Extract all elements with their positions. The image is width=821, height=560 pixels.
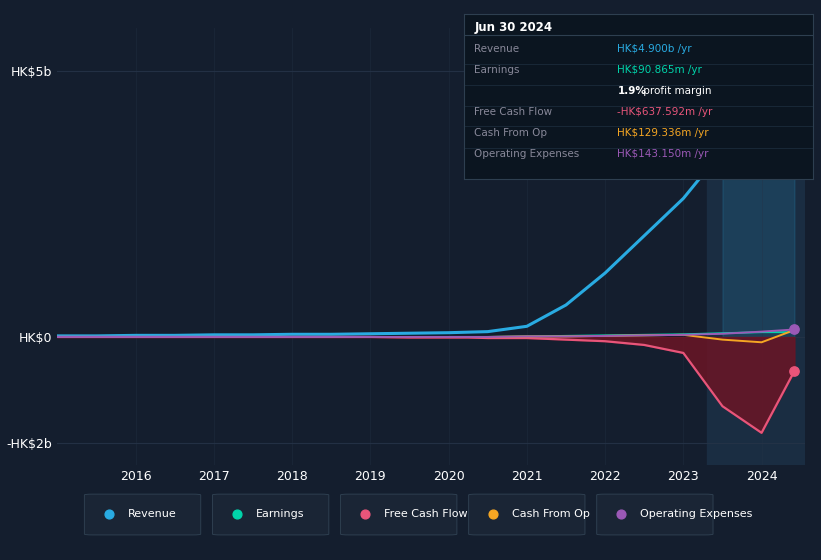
Text: HK$129.336m /yr: HK$129.336m /yr <box>617 128 709 138</box>
Text: Free Cash Flow: Free Cash Flow <box>384 508 468 519</box>
Point <box>359 509 372 518</box>
Text: Cash From Op: Cash From Op <box>475 128 548 138</box>
Text: Operating Expenses: Operating Expenses <box>475 150 580 160</box>
Text: profit margin: profit margin <box>640 86 712 96</box>
Text: HK$143.150m /yr: HK$143.150m /yr <box>617 150 709 160</box>
Text: Free Cash Flow: Free Cash Flow <box>475 106 553 116</box>
Text: Revenue: Revenue <box>475 44 520 54</box>
Text: Jun 30 2024: Jun 30 2024 <box>475 21 553 34</box>
Point <box>788 325 801 334</box>
Text: Operating Expenses: Operating Expenses <box>640 508 753 519</box>
Point <box>231 509 244 518</box>
Text: Revenue: Revenue <box>128 508 177 519</box>
FancyBboxPatch shape <box>341 494 456 535</box>
Point <box>615 509 628 518</box>
Text: HK$90.865m /yr: HK$90.865m /yr <box>617 65 702 75</box>
Text: Cash From Op: Cash From Op <box>512 508 590 519</box>
Point <box>788 72 801 81</box>
FancyBboxPatch shape <box>469 494 585 535</box>
FancyBboxPatch shape <box>85 494 200 535</box>
FancyBboxPatch shape <box>213 494 328 535</box>
Point <box>103 509 116 518</box>
Bar <box>707 28 805 465</box>
Text: -HK$637.592m /yr: -HK$637.592m /yr <box>617 106 713 116</box>
Text: Earnings: Earnings <box>256 508 305 519</box>
Text: Earnings: Earnings <box>475 65 520 75</box>
Point <box>487 509 500 518</box>
FancyBboxPatch shape <box>597 494 713 535</box>
Point <box>788 367 801 376</box>
Text: HK$4.900b /yr: HK$4.900b /yr <box>617 44 692 54</box>
Text: 1.9%: 1.9% <box>617 86 646 96</box>
